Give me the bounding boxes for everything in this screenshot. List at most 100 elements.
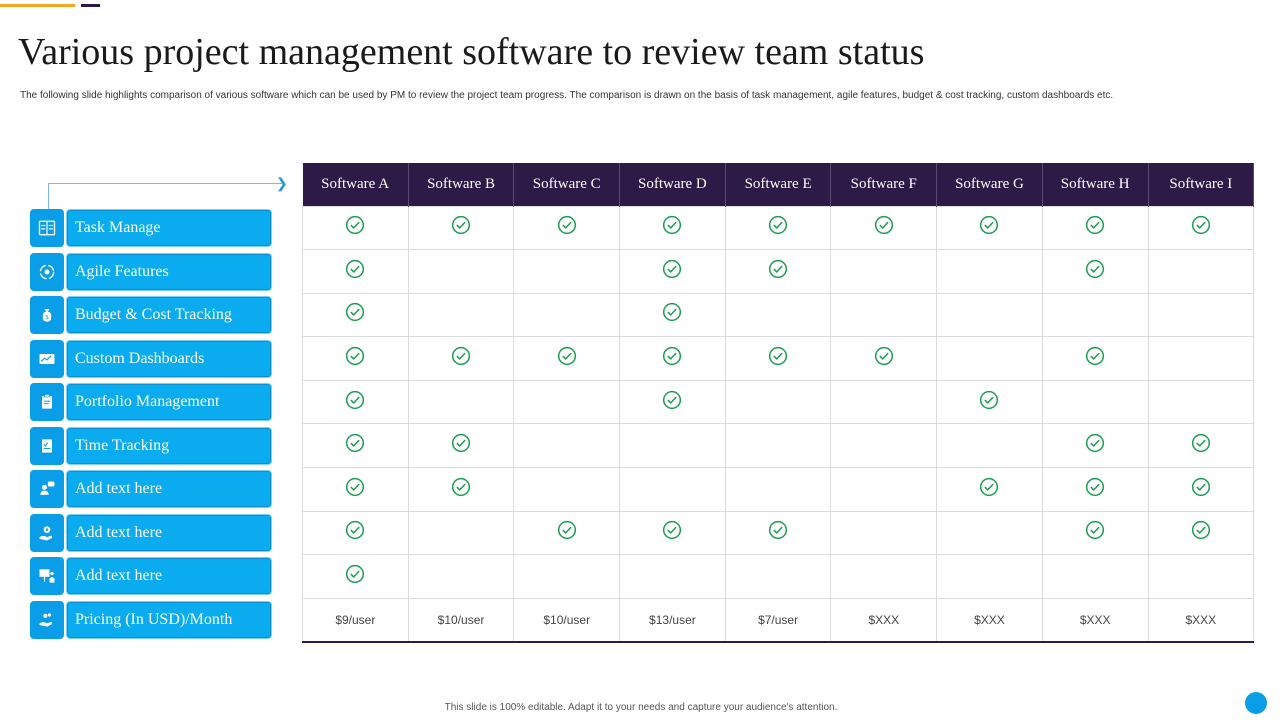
table-cell <box>302 423 409 469</box>
table-cell <box>302 205 409 251</box>
slide-subtitle: The following slide highlights compariso… <box>20 90 1114 101</box>
table-cell <box>1041 205 1149 251</box>
hand-coins-icon <box>39 612 52 627</box>
table-cell <box>513 510 621 556</box>
table-row <box>302 423 1255 469</box>
money-bag-icon: $ <box>42 309 52 322</box>
presentation-icon <box>39 569 55 583</box>
check-icon <box>451 434 471 453</box>
check-icon <box>769 521 788 540</box>
table-cell <box>830 554 938 599</box>
table-cell <box>1147 205 1255 251</box>
check-icon <box>557 521 576 540</box>
feature-row: Agile Features <box>30 252 272 291</box>
corner-dot <box>1245 692 1267 714</box>
table-cell <box>1041 249 1149 294</box>
slide-title: Various project management software to r… <box>18 31 925 73</box>
feature-icon-box <box>30 600 64 639</box>
feature-icon-box <box>30 383 64 421</box>
feature-icon-box <box>30 209 64 247</box>
comparison-table: Software A Software B Software C Software D… <box>302 163 1255 643</box>
software-header: Software B <box>408 163 515 206</box>
chevron-right-icon: ❯ <box>276 175 288 191</box>
price-cell: $7/user <box>724 597 832 643</box>
check-icon <box>346 259 365 278</box>
check-icon <box>346 303 365 322</box>
table-cell <box>302 336 409 381</box>
table-cell <box>724 292 832 338</box>
check-icon <box>1191 521 1210 540</box>
check-icon <box>769 346 788 366</box>
table-cell <box>407 292 515 338</box>
check-icon <box>346 346 365 366</box>
feature-label: Add text here <box>75 480 163 497</box>
table-cell <box>1041 510 1149 556</box>
table-cell <box>407 336 515 381</box>
check-icon <box>663 390 682 409</box>
table-cell <box>936 423 1043 469</box>
table-cell <box>302 510 409 556</box>
table-cell <box>407 467 515 512</box>
table-cell <box>619 379 726 425</box>
feature-label: Pricing (In USD)/Month <box>75 610 233 628</box>
software-header: Software H <box>1042 163 1149 206</box>
table-cell <box>619 292 726 338</box>
check-icon <box>1191 434 1210 453</box>
table-cell <box>619 423 726 469</box>
table-cell <box>619 510 726 556</box>
dashboard-icon <box>39 353 55 364</box>
table-cell <box>1147 467 1255 512</box>
table-cell <box>619 467 726 512</box>
table-cell <box>407 423 515 469</box>
feature-label-box: Portfolio Management <box>66 383 272 421</box>
table-cell <box>1147 423 1255 469</box>
table-cell <box>513 249 621 294</box>
table-cell <box>830 510 938 556</box>
check-icon <box>346 434 365 453</box>
table-cell <box>1041 336 1149 381</box>
table-cell <box>830 423 938 469</box>
gear-cycle-icon <box>39 264 55 279</box>
table-cell <box>724 554 832 599</box>
feature-label: Agile Features <box>75 262 169 280</box>
feature-icon-box: $ <box>30 296 64 334</box>
table-cell <box>1147 510 1255 556</box>
feature-label-box: Pricing (In USD)/Month <box>66 600 272 639</box>
feature-icon-box <box>30 470 64 508</box>
table-cell <box>302 292 409 338</box>
check-icon <box>663 521 682 540</box>
clipboard-icon <box>42 394 52 409</box>
table-cell <box>1041 423 1149 469</box>
table-cell <box>619 336 726 381</box>
feature-list: Task Manage Agile Features $ Budget & Cost … <box>30 209 272 644</box>
feature-label-box: Add text here <box>66 513 272 552</box>
check-icon <box>451 346 471 366</box>
slide-footer: This slide is 100% editable. Adapt it to… <box>444 702 838 713</box>
feature-label-box: Budget & Cost Tracking <box>66 296 272 334</box>
feature-row: Time Tracking <box>30 426 272 465</box>
check-icon <box>451 477 471 496</box>
feature-row: $ Budget & Cost Tracking <box>30 296 272 334</box>
check-icon <box>451 216 471 235</box>
table-cell <box>830 467 938 512</box>
feature-label-box: Add text here <box>66 557 272 595</box>
price-cell: $10/user <box>407 597 515 643</box>
feature-row: Custom Dashboards <box>30 339 272 378</box>
table-cell <box>619 249 726 294</box>
check-icon <box>769 216 788 235</box>
table-cell <box>619 554 726 599</box>
feature-row: Task Manage <box>30 209 272 247</box>
table-row <box>302 292 1255 338</box>
table-cell <box>513 336 621 381</box>
feature-row: Pricing (In USD)/Month <box>30 600 272 639</box>
feature-label: Task Manage <box>75 219 161 236</box>
table-cell <box>936 336 1043 381</box>
feature-label: Time Tracking <box>75 436 170 454</box>
feature-row: Portfolio Management <box>30 383 272 421</box>
check-icon <box>1086 346 1105 366</box>
table-cell <box>936 205 1043 251</box>
table-cell <box>1041 554 1149 599</box>
table-cell <box>302 554 409 599</box>
table-cell <box>830 292 938 338</box>
table-row <box>302 336 1255 381</box>
